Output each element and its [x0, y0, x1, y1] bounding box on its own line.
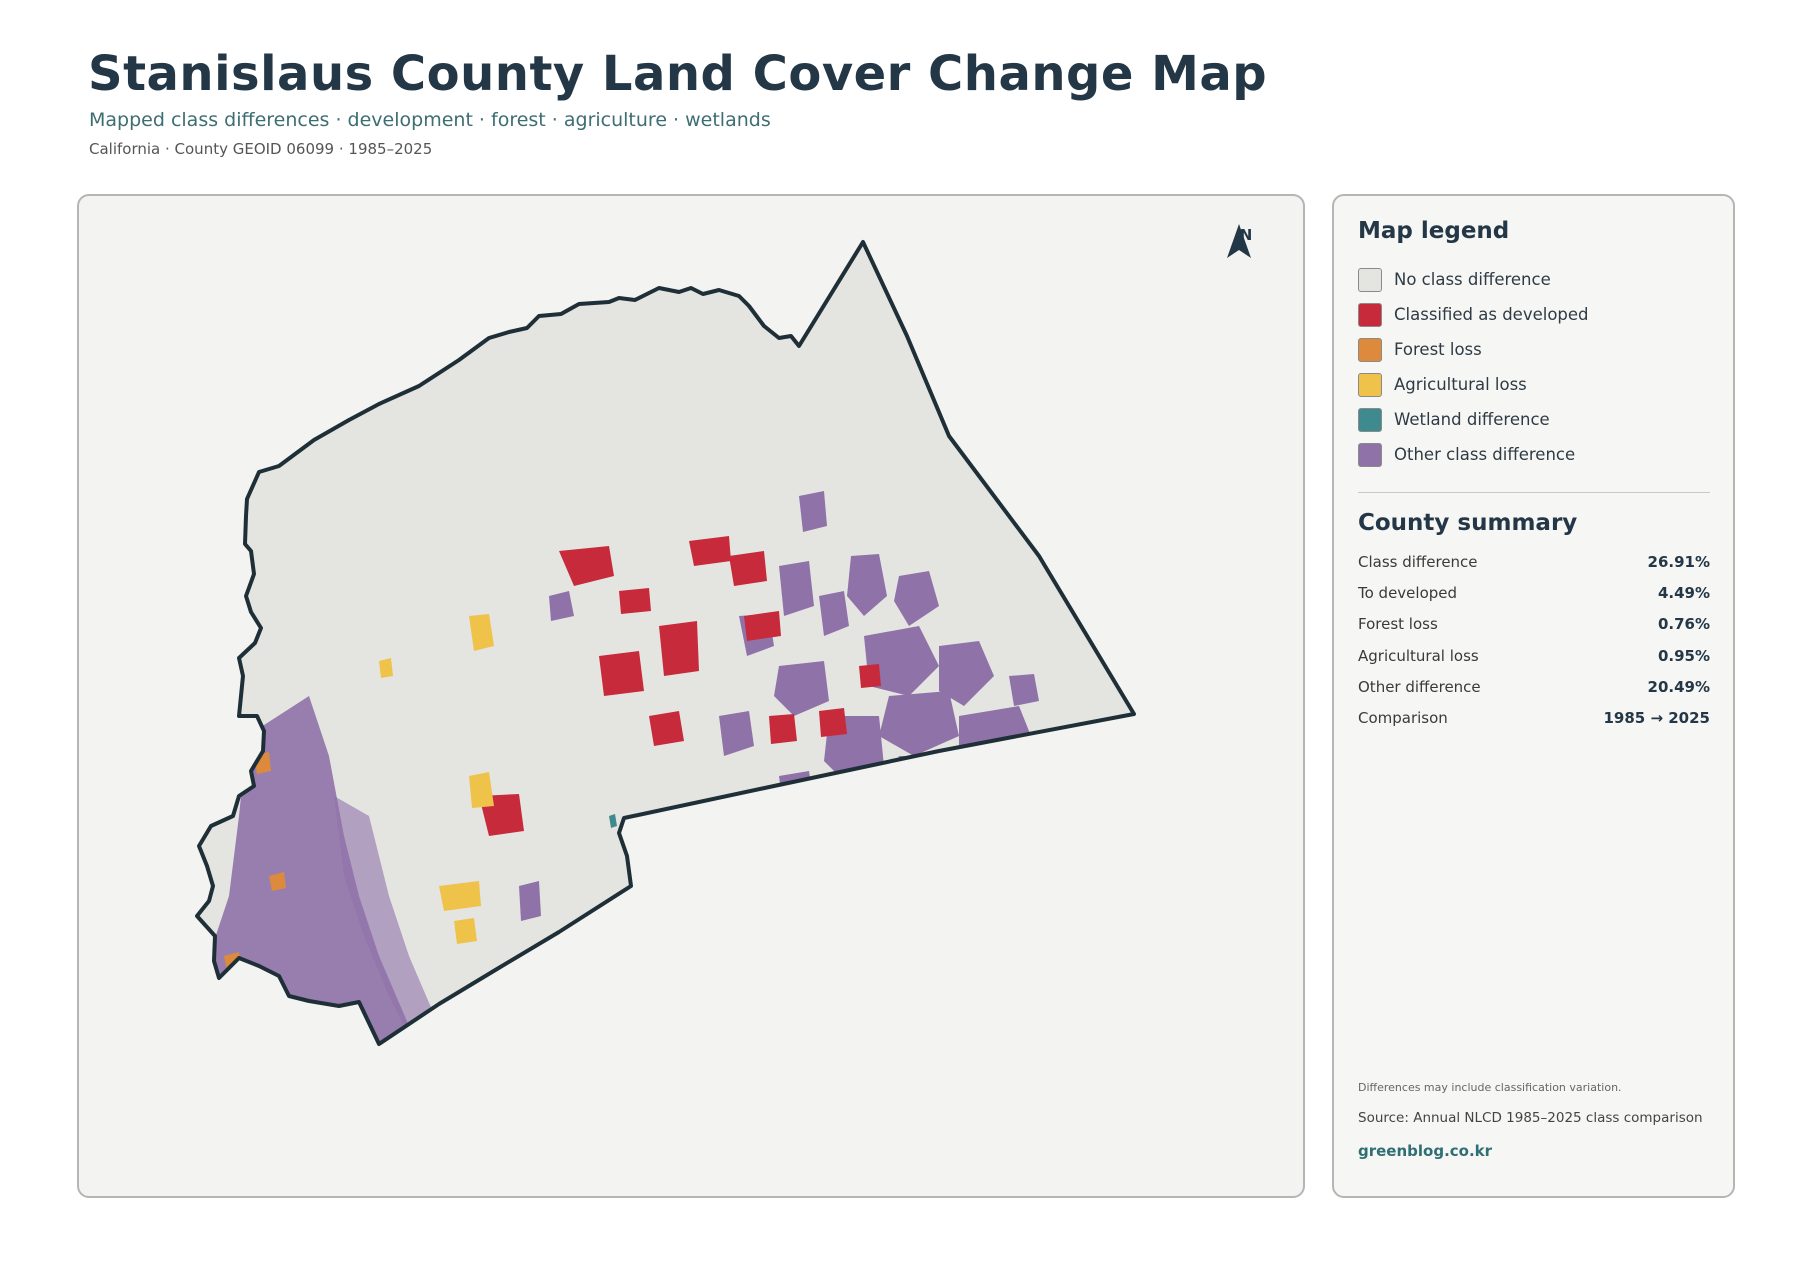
summary-value: 0.76%	[1657, 615, 1710, 634]
page-meta: California · County GEOID 06099 · 1985–2…	[89, 140, 433, 158]
legend-label: Agricultural loss	[1394, 375, 1527, 394]
legend-list: No class difference Classified as develo…	[1358, 262, 1589, 472]
legend-swatch	[1358, 372, 1382, 397]
legend-divider	[1358, 492, 1710, 493]
page-title: Stanislaus County Land Cover Change Map	[88, 46, 1268, 102]
legend-swatch	[1358, 337, 1382, 362]
summary-row: Other difference 20.49%	[1358, 671, 1710, 702]
county-outline	[195, 240, 1136, 1046]
legend-item-other: Other class difference	[1358, 437, 1589, 472]
side-panel: Map legend No class difference Classifie…	[1332, 194, 1735, 1198]
source-text: Source: Annual NLCD 1985–2025 class comp…	[1358, 1110, 1703, 1126]
footnote: Differences may include classification v…	[1358, 1081, 1622, 1094]
summary-value: 0.95%	[1657, 646, 1710, 665]
site-link[interactable]: greenblog.co.kr	[1358, 1142, 1493, 1160]
legend-item-no-change: No class difference	[1358, 262, 1589, 297]
legend-swatch	[1358, 442, 1382, 467]
summary-row: Comparison 1985 → 2025	[1358, 702, 1710, 733]
legend-swatch	[1358, 407, 1382, 432]
summary-row: Class difference 26.91%	[1358, 546, 1710, 577]
summary-value: 4.49%	[1657, 583, 1710, 602]
summary-label: Agricultural loss	[1358, 646, 1479, 665]
summary-label: Comparison	[1358, 709, 1448, 728]
legend-swatch	[1358, 267, 1382, 292]
summary-label: Class difference	[1358, 552, 1478, 571]
legend-item-wetland: Wetland difference	[1358, 402, 1589, 437]
summary-label: To developed	[1358, 583, 1458, 602]
north-arrow: N	[1226, 224, 1266, 258]
legend-item-developed: Classified as developed	[1358, 297, 1589, 332]
legend-item-agricultural-loss: Agricultural loss	[1358, 367, 1589, 402]
page-subtitle: Mapped class differences · development ·…	[89, 109, 771, 131]
summary-label: Forest loss	[1358, 615, 1438, 634]
summary-row: Forest loss 0.76%	[1358, 609, 1710, 640]
legend-label: Forest loss	[1394, 340, 1482, 359]
summary-value: 26.91%	[1647, 552, 1710, 571]
map-panel[interactable]: N	[77, 194, 1305, 1198]
legend-label: Wetland difference	[1394, 410, 1550, 429]
summary-label: Other difference	[1358, 677, 1481, 696]
legend-item-forest-loss: Forest loss	[1358, 332, 1589, 367]
agricultural-loss-areas	[379, 614, 494, 944]
legend-label: Classified as developed	[1394, 305, 1589, 324]
summary-row: Agricultural loss 0.95%	[1358, 640, 1710, 671]
legend-label: Other class difference	[1394, 445, 1576, 464]
summary-value: 1985 → 2025	[1603, 709, 1710, 728]
county-map[interactable]	[79, 196, 1303, 1196]
legend-swatch	[1358, 302, 1382, 327]
summary-table: Class difference 26.91% To developed 4.4…	[1358, 546, 1710, 734]
summary-row: To developed 4.49%	[1358, 577, 1710, 608]
summary-value: 20.49%	[1647, 677, 1710, 696]
legend-title: Map legend	[1358, 218, 1510, 244]
legend-label: No class difference	[1394, 270, 1551, 289]
north-arrow-icon	[1227, 224, 1251, 258]
summary-title: County summary	[1358, 510, 1578, 536]
